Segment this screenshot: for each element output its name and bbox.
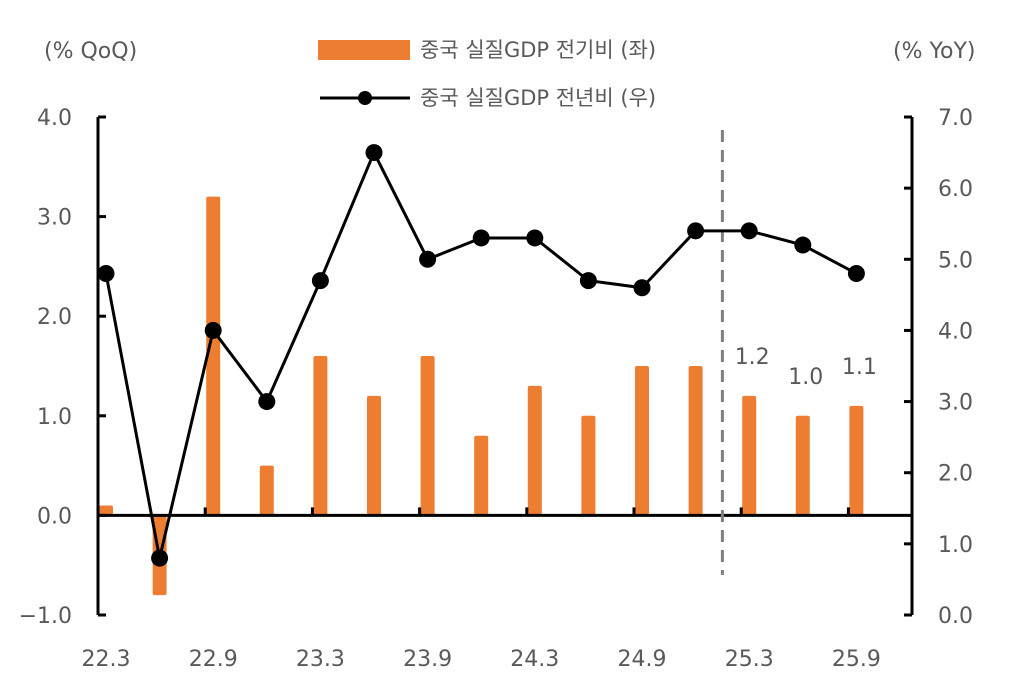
right-tick-label: 3.0 bbox=[938, 391, 973, 416]
yoy-point-23.6 bbox=[365, 144, 383, 162]
yoy-point-22.9 bbox=[204, 321, 222, 339]
bar-data-label: 1.2 bbox=[735, 345, 770, 370]
right-axis-title: (% YoY) bbox=[893, 39, 975, 64]
legend-line-marker bbox=[358, 91, 372, 105]
left-tick-label: 3.0 bbox=[37, 206, 72, 231]
right-tick-label: 0.0 bbox=[938, 604, 973, 629]
legend-line-label: 중국 실질GDP 전년비 (우) bbox=[420, 86, 656, 110]
yoy-point-22.12 bbox=[258, 393, 276, 411]
x-tick-label: 22.3 bbox=[82, 647, 131, 672]
bar-24.9 bbox=[635, 366, 649, 516]
bar-23.9 bbox=[420, 356, 435, 516]
bar-23.6 bbox=[367, 395, 381, 516]
yoy-point-23.9 bbox=[419, 250, 437, 268]
x-tick-label: 23.3 bbox=[296, 647, 345, 672]
bar-24.3 bbox=[527, 385, 542, 516]
left-tick-label: 1.0 bbox=[37, 405, 72, 430]
bar-24.6 bbox=[581, 415, 596, 516]
right-tick-label: 6.0 bbox=[938, 177, 973, 202]
bar-25.9 bbox=[849, 405, 864, 516]
yoy-point-25.6 bbox=[794, 236, 812, 254]
yoy-point-24.9 bbox=[633, 279, 651, 297]
x-tick-label: 24.3 bbox=[510, 647, 559, 672]
yoy-point-25.9 bbox=[847, 265, 865, 283]
yoy-point-22.3 bbox=[97, 265, 115, 283]
right-tick-label: 4.0 bbox=[938, 319, 973, 344]
bar-25.6 bbox=[795, 415, 810, 516]
legend-bar-swatch bbox=[318, 40, 410, 60]
left-axis-title: (% QoQ) bbox=[44, 39, 137, 64]
yoy-point-22.6 bbox=[151, 549, 169, 567]
left-tick-label: 2.0 bbox=[37, 305, 72, 330]
yoy-point-24.12 bbox=[687, 222, 705, 240]
bar-23.3 bbox=[313, 356, 328, 516]
left-tick-label: 0.0 bbox=[37, 504, 72, 529]
bar-22.12 bbox=[259, 465, 274, 516]
yoy-point-24.3 bbox=[526, 229, 544, 247]
yoy-point-24.6 bbox=[579, 272, 597, 290]
bar-22.3 bbox=[99, 505, 113, 516]
right-tick-label: 2.0 bbox=[938, 462, 973, 487]
bar-data-label: 1.1 bbox=[842, 355, 877, 380]
bar-22.9 bbox=[206, 196, 221, 516]
legend: 중국 실질GDP 전기비 (좌) 중국 실질GDP 전년비 (우) bbox=[318, 38, 656, 110]
right-tick-label: 7.0 bbox=[938, 106, 973, 131]
x-tick-label: 24.9 bbox=[618, 647, 667, 672]
x-tick-label: 25.9 bbox=[832, 647, 881, 672]
bar-25.3 bbox=[742, 395, 757, 516]
yoy-point-23.12 bbox=[472, 229, 490, 247]
bar-24.12 bbox=[688, 366, 703, 516]
right-tick-label: 5.0 bbox=[938, 248, 973, 273]
yoy-point-23.3 bbox=[311, 272, 329, 290]
x-tick-label: 23.9 bbox=[403, 647, 452, 672]
left-tick-label: 4.0 bbox=[37, 106, 72, 131]
legend-bar-label: 중국 실질GDP 전기비 (좌) bbox=[420, 38, 656, 62]
x-tick-label: 25.3 bbox=[725, 647, 774, 672]
yoy-point-25.3 bbox=[740, 222, 758, 240]
bar-23.12 bbox=[474, 435, 489, 516]
right-tick-label: 1.0 bbox=[938, 533, 973, 558]
bar-data-label: 1.0 bbox=[788, 365, 823, 390]
left-tick-label: −1.0 bbox=[19, 604, 72, 629]
x-tick-label: 22.9 bbox=[189, 647, 238, 672]
